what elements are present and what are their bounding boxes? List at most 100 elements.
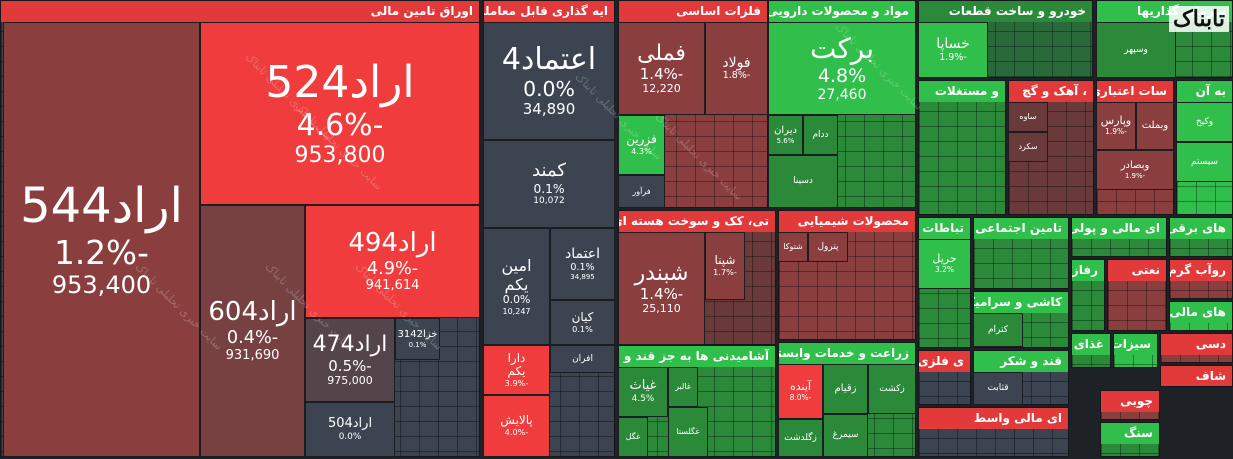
sector: رفازی [1071,259,1105,331]
stock-name: وکیخ [1195,116,1214,127]
stock-volume: 953,400 [51,271,152,300]
stock-tile: غالبر [668,367,698,407]
stock-volume: 25,110 [642,302,681,316]
stock-tile: کیان 0.1% [550,300,615,345]
sector-title: تی، کک و سوخت هسته ای [619,211,775,232]
stock-change: -3.9% [504,378,529,389]
stock-tile: قثابت [973,372,1023,405]
stock-tile: فرآور [618,175,665,208]
sector-title: شاف [1161,366,1232,386]
stock-volume: 975,000 [327,373,373,387]
stock-change: -1.7% [713,267,737,278]
stock-tile: غگل [618,417,648,457]
stock-name: وپارس [1100,114,1132,128]
stock-name: دسینا [793,176,813,187]
sector-title: اوراق تامين مالی [1,1,479,22]
stock-tile: فزرین 4.3% [618,115,665,175]
stock-name: آینده [790,379,811,393]
sector-title: زراعت و خدمات وابسته [779,343,915,364]
stock-name: پترول [817,241,839,252]
stock-tile: وبملت [1136,102,1174,150]
sector: سنگ [1100,422,1160,457]
logo: تابناک [1169,6,1229,32]
stock-tile: اعتماد 0.1% 34,895 [550,228,615,300]
stock-volume: 953,800 [294,143,386,169]
sector: ، آهک و گچ [1008,80,1094,215]
stock-tile: پالایش -4.0% [483,395,550,457]
stock-tile: شبندر -1.4% 25,110 [618,232,705,345]
sector-title: سنگ [1101,423,1159,444]
stock-tile: خزا3142 0.1% [395,318,440,360]
stock-name: افران [572,353,593,364]
stock-tile: برکت 4.8% 27,460 [768,22,916,115]
stock-name: وسپهر [1124,44,1148,55]
stock-change: 0.1% [533,182,565,197]
sector: روآب گرم [1169,259,1233,299]
stock-tile: فولاد -1.8% [705,22,768,115]
stock-name: غگلستا [676,427,700,437]
sector-title: سات اعتباری [1097,81,1173,102]
stock-change: 0.1% [572,323,593,334]
stock-tile: وکیخ [1176,102,1233,142]
stock-change: 5.6% [776,136,795,145]
stock-change: -8.0% [789,392,812,402]
stock-change: 0.0% [502,293,531,307]
sector-title: ، آهک و گچ [1009,81,1093,102]
stock-name: کترام [987,324,1009,335]
stock-tile: اراد494 -4.9% 941,614 [305,205,480,318]
stock-name: قثابت [987,383,1009,394]
sector-title: ایه گذاری قابل معامله [484,1,614,22]
stock-volume: 941,614 [365,278,420,294]
stock-change: -1.4% [639,65,684,84]
stock-name: وبصادر [1120,160,1150,172]
stock-tile: اراد544 -1.2% 953,400 [3,22,200,457]
stock-tile: آینده -8.0% [778,364,823,419]
sector: تامین اجتماعی [973,217,1069,289]
stock-tile: سیستم [1176,142,1233,182]
sector-title: خودرو و ساخت قطعات [919,1,1092,22]
stock-tile: اراد474 -0.5% 975,000 [305,318,395,402]
stock-name: فرآور [632,186,651,196]
sector: چوبی [1100,390,1160,420]
stock-tile: کمند 0.1% 10,072 [483,140,615,228]
stock-name: غیاث [629,378,657,394]
stock-name: دارا یکم [507,350,526,379]
stock-tile: سکرد [1008,132,1048,162]
sector: سیزات [1113,333,1158,368]
stock-tile: شتوکا [778,232,808,262]
stock-tile: دیران 5.6% [768,115,803,155]
sector: ی فلزی [918,350,971,405]
stock-name: دیران [774,125,797,137]
stock-tile: فملی -1.4% 12,220 [618,22,705,115]
stock-tile: غیاث 4.5% [618,367,668,417]
sector-title: رفازی [1072,260,1104,281]
stock-name: زقیام [834,383,857,395]
sector-title: به آن [1177,81,1232,102]
sector-title: ای مالی و پولی [1072,218,1166,239]
sector: محصولات شیمیایی [778,210,916,340]
stock-tile: وپارس -1.9% [1096,102,1136,150]
stock-change: -1.9% [1105,127,1127,137]
stock-change: -0.4% [226,328,279,349]
stock-name: امین یکم [501,256,532,294]
stock-volume: 34,890 [522,100,576,119]
stock-change: -1.4% [639,285,684,304]
stock-change: 3.2% [935,265,954,275]
stock-tile: حریل 3.2% [918,239,971,289]
sector-title: نعتی [1108,260,1166,281]
stock-tile: زگلدشت [778,419,823,457]
stock-tile: دسینا [768,155,838,208]
sector-title: تباطات [919,218,970,239]
stock-tile: اراد524 -4.6% 953,800 [200,22,480,205]
stock-tile: پترول [808,232,848,262]
stock-name: اراد494 [348,227,437,258]
stock-name: فولاد [722,54,751,71]
sector: ای مالی و پولی [1071,217,1167,257]
stock-name: زکشت [879,383,905,394]
stock-name: سیمرغ [832,430,859,441]
stock-change: -1.8% [722,70,751,82]
stock-name: اراد524 [265,57,415,109]
stock-tile: خساپا -1.9% [918,22,988,78]
stock-name: زگلدشت [784,432,817,443]
stock-change: 4.3% [631,146,652,157]
